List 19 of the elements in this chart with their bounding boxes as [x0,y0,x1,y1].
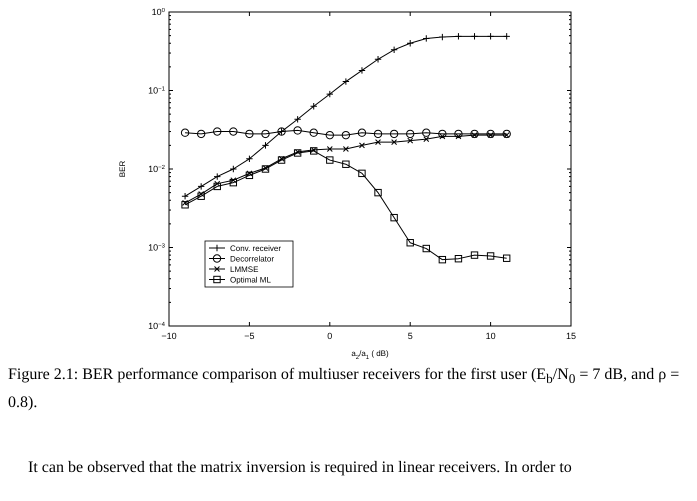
x-axis-title: a$_{2}$/a$_{1}$ ( dB) [351,349,390,361]
x-tick-label: 10 [486,331,496,341]
x-tick-label: 0 [327,331,332,341]
x-tick-label: −10 [161,331,177,341]
x-tick-label: 5 [408,331,413,341]
legend-label: Conv. receiver [230,244,282,253]
legend-label: Decorrelator [230,254,274,264]
x-tick-label: −5 [244,331,255,341]
legend-label: Optimal ML [230,276,272,284]
legend-label: LMMSE [230,265,258,274]
x-tick-label: 15 [566,331,576,341]
y-tick-label: 10$^{0}$ [152,7,166,17]
y-axis-title: BER [118,160,127,178]
text: Figure 2.1: BER performance comparison of multiuser receivers for the first user (E$_{b}$/N$_{0}$ = 7 dB, and ρ = 0.8). [8,366,680,412]
y-tick-label: 10$^{−1}$ [148,86,166,96]
y-tick-label: 10$^{−3}$ [148,242,166,252]
text: It can be observed that the matrix inversion is required in linear receivers. In order to [27,458,573,478]
y-tick-label: 10$^{−4}$ [148,321,166,331]
y-tick-label: 10$^{−2}$ [148,164,166,174]
